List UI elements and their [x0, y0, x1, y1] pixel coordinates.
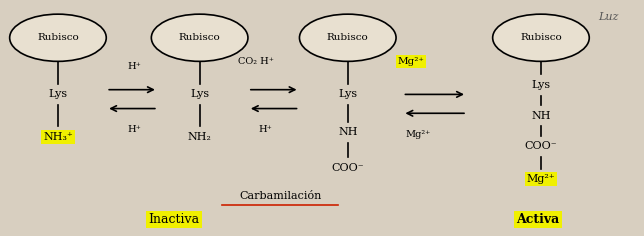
Text: H⁺: H⁺ — [127, 125, 141, 134]
Text: Mg²⁺: Mg²⁺ — [397, 57, 424, 66]
Text: H⁺: H⁺ — [127, 62, 141, 71]
Ellipse shape — [10, 14, 106, 61]
Text: Activa: Activa — [516, 213, 560, 226]
Text: Rubisco: Rubisco — [179, 33, 220, 42]
Text: Lys: Lys — [338, 89, 357, 99]
Text: Luz: Luz — [598, 12, 618, 22]
Text: NH: NH — [338, 127, 357, 137]
Text: Lys: Lys — [190, 89, 209, 99]
Text: COO⁻: COO⁻ — [332, 163, 364, 173]
Text: H⁺: H⁺ — [258, 125, 272, 134]
Ellipse shape — [151, 14, 248, 61]
Text: Lys: Lys — [531, 80, 551, 90]
Text: NH₃⁺: NH₃⁺ — [43, 132, 73, 142]
Text: Lys: Lys — [48, 89, 68, 99]
Ellipse shape — [299, 14, 396, 61]
Text: Inactiva: Inactiva — [148, 213, 200, 226]
Text: Rubisco: Rubisco — [520, 33, 562, 42]
Text: Rubisco: Rubisco — [327, 33, 368, 42]
Text: NH₂: NH₂ — [187, 132, 212, 142]
Text: Carbamilación: Carbamilación — [239, 191, 321, 201]
Text: COO⁻: COO⁻ — [525, 141, 557, 151]
Text: CO₂ H⁺: CO₂ H⁺ — [238, 57, 274, 66]
Text: Mg²⁺: Mg²⁺ — [527, 174, 555, 184]
Text: NH: NH — [531, 111, 551, 121]
Text: Mg²⁺: Mg²⁺ — [406, 130, 431, 139]
Ellipse shape — [493, 14, 589, 61]
Text: Rubisco: Rubisco — [37, 33, 79, 42]
